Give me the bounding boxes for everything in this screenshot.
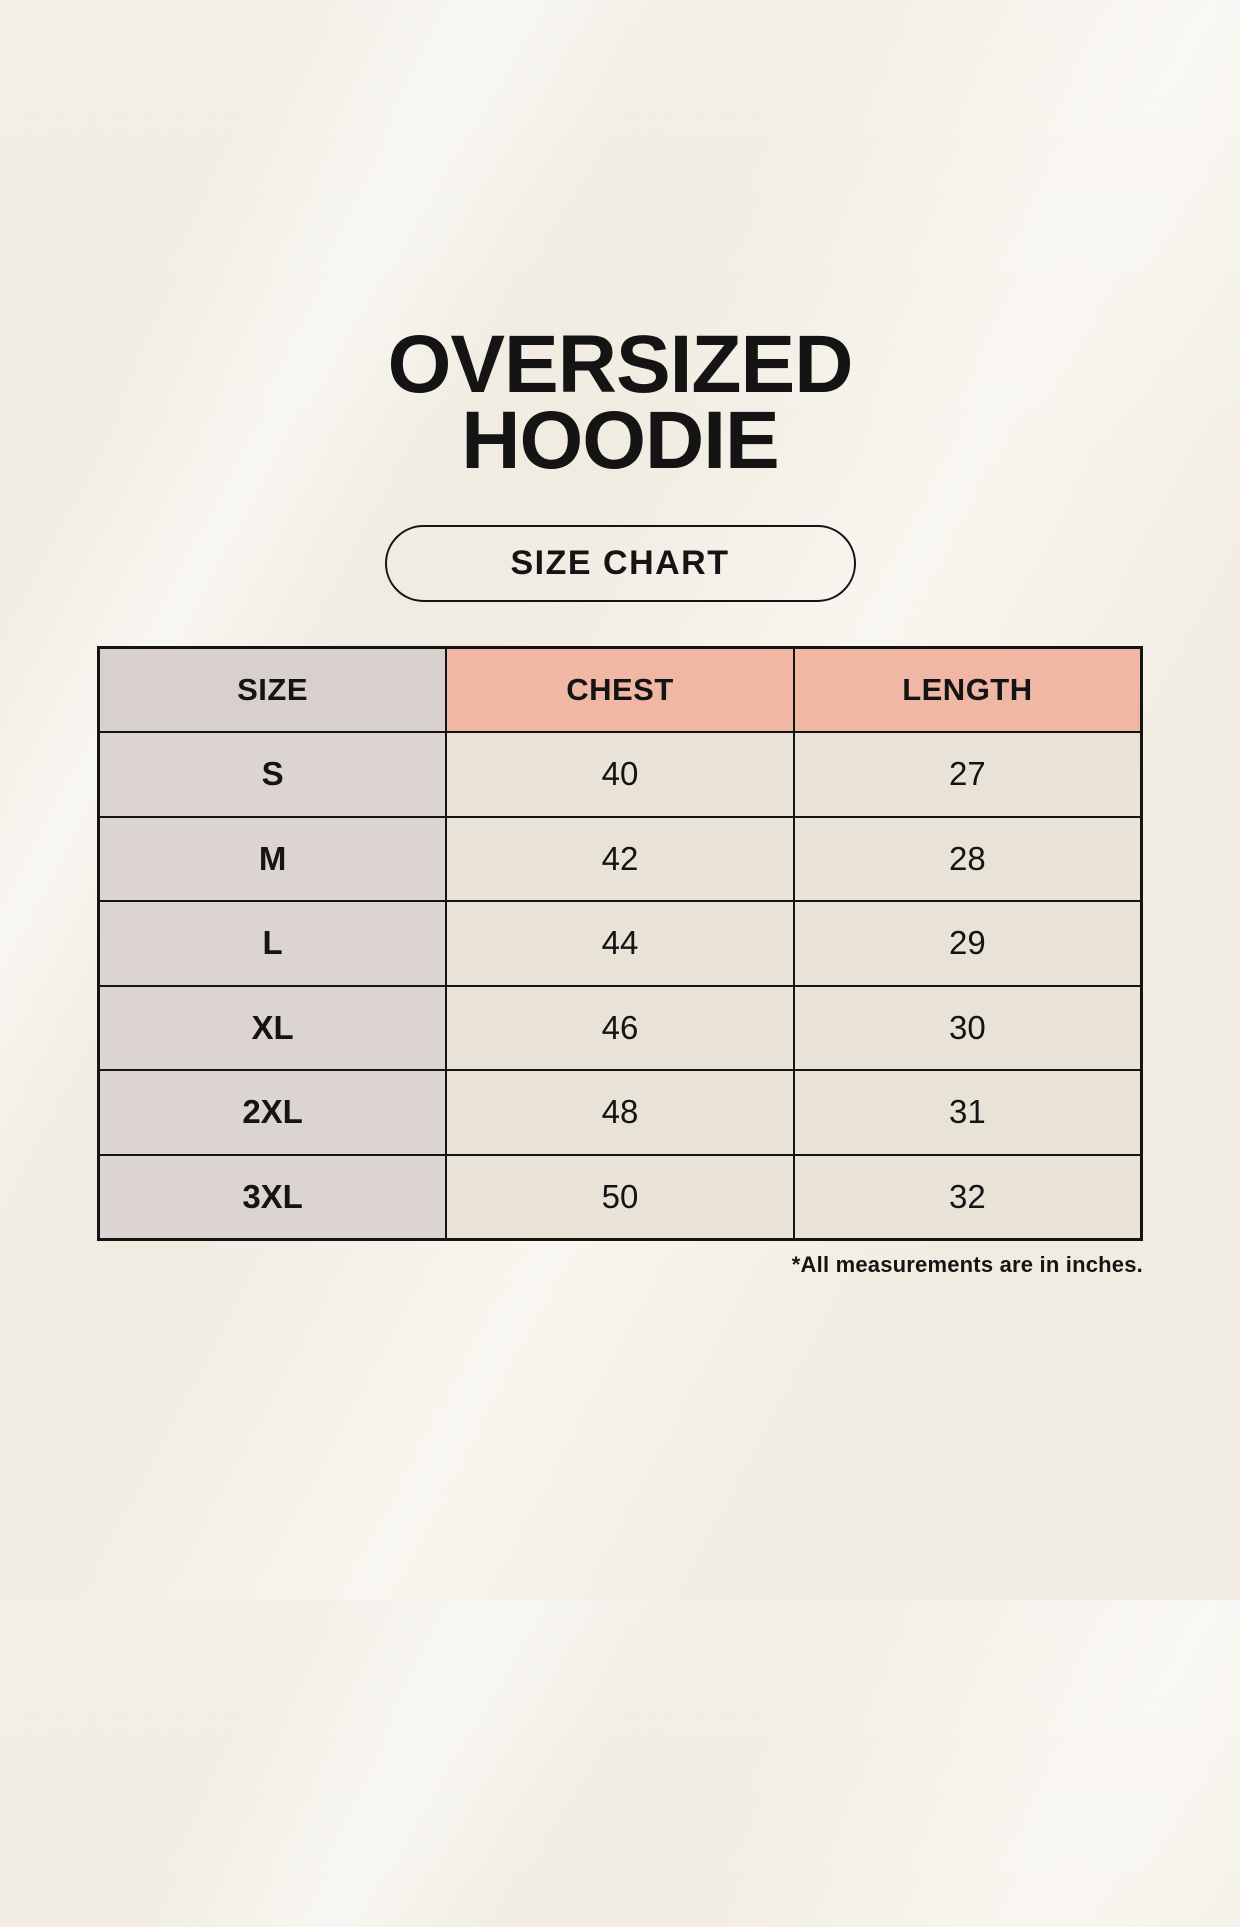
chest-value-cell: 44: [445, 900, 795, 987]
length-value-cell: 32: [792, 1153, 1143, 1240]
size-chart-badge-label: SIZE CHART: [510, 544, 730, 582]
size-chart-badge-button[interactable]: SIZE CHART: [384, 525, 856, 602]
table-row: XL 46 30: [97, 984, 1143, 1071]
table-row: 2XL 48 31: [97, 1069, 1143, 1156]
table-row: L 44 29: [97, 900, 1143, 987]
size-label-cell: 3XL: [97, 1153, 448, 1240]
size-label-cell: XL: [97, 984, 448, 1071]
page-title: OVERSIZED HOODIE: [0, 324, 1240, 482]
size-chart-table: SIZE CHEST LENGTH S 40 27 M 42 28 L 44 2…: [97, 646, 1143, 1241]
length-value-cell: 27: [792, 731, 1143, 818]
measurements-footnote: *All measurements are in inches.: [791, 1251, 1143, 1277]
column-header-length: LENGTH: [792, 646, 1143, 733]
column-header-size: SIZE: [97, 646, 448, 733]
length-value-cell: 28: [792, 815, 1143, 902]
chest-value-cell: 48: [445, 1069, 795, 1156]
column-header-chest: CHEST: [445, 646, 795, 733]
table-header-row: SIZE CHEST LENGTH: [97, 646, 1143, 733]
chest-value-cell: 50: [445, 1153, 795, 1240]
size-label-cell: M: [97, 815, 448, 902]
table-row: 3XL 50 32: [97, 1153, 1143, 1240]
length-value-cell: 31: [792, 1069, 1143, 1156]
length-value-cell: 30: [792, 984, 1143, 1071]
chest-value-cell: 40: [445, 731, 795, 818]
chest-value-cell: 46: [445, 984, 795, 1071]
size-label-cell: S: [97, 731, 448, 818]
length-value-cell: 29: [792, 900, 1143, 987]
page-title-line1: OVERSIZED: [387, 319, 854, 410]
size-label-cell: 2XL: [97, 1069, 448, 1156]
table-row: S 40 27: [97, 731, 1143, 818]
table-row: M 42 28: [97, 815, 1143, 902]
chest-value-cell: 42: [445, 815, 795, 902]
size-label-cell: L: [97, 900, 448, 987]
page-title-line2: HOODIE: [461, 395, 779, 486]
